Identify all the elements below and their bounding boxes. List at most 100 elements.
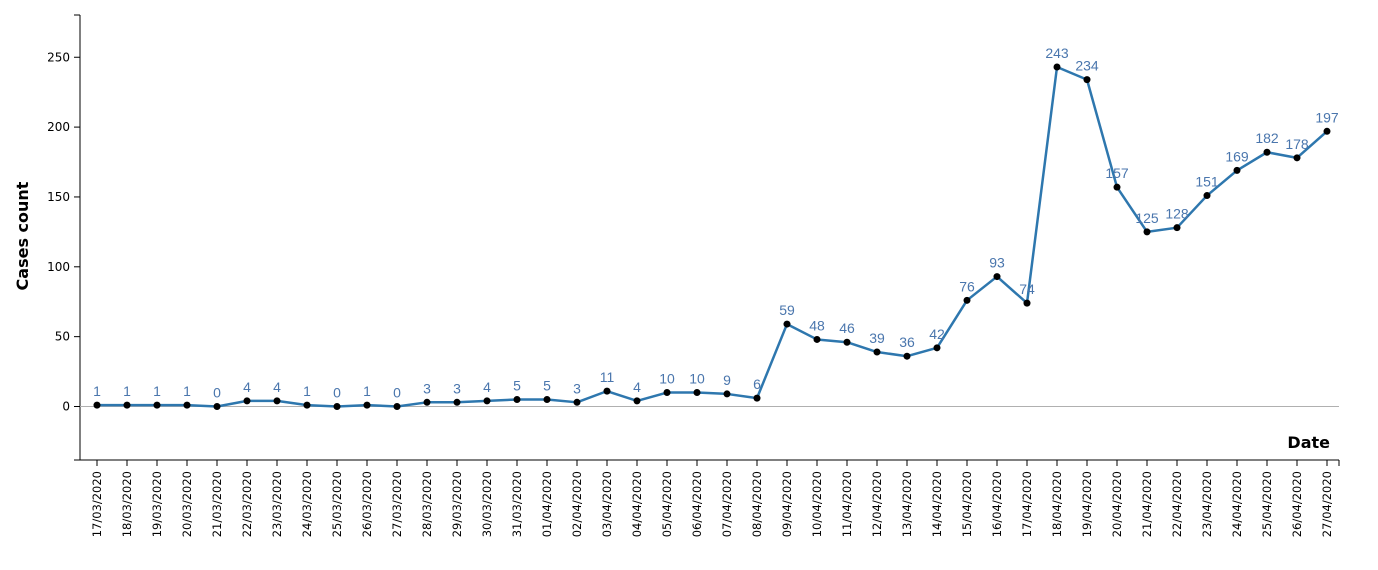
data-point <box>723 390 731 398</box>
data-point <box>783 320 791 328</box>
data-point <box>1293 154 1301 162</box>
x-tick-label: 11/04/2020 <box>840 471 854 537</box>
data-label: 128 <box>1165 206 1189 222</box>
x-tick-label: 12/04/2020 <box>870 471 884 537</box>
data-label: 74 <box>1019 281 1035 297</box>
data-label: 234 <box>1075 58 1099 74</box>
x-tick-label: 21/03/2020 <box>210 471 224 537</box>
y-tick-label: 250 <box>47 50 70 64</box>
data-point <box>1323 127 1331 135</box>
y-axis: 0 50 100 150 200 250 <box>47 14 81 461</box>
data-point <box>753 394 761 402</box>
x-tick-label: 15/04/2020 <box>960 471 974 537</box>
data-point <box>153 401 161 409</box>
data-point <box>1263 148 1271 156</box>
data-label: 197 <box>1315 109 1339 125</box>
data-label: 151 <box>1195 174 1219 190</box>
x-tick-label: 19/03/2020 <box>150 471 164 537</box>
data-point <box>453 398 461 406</box>
y-axis-title: Cases count <box>13 181 32 290</box>
x-tick-label: 17/03/2020 <box>90 471 104 537</box>
x-tick-label: 05/04/2020 <box>660 471 674 537</box>
x-tick-label: 21/04/2020 <box>1140 471 1154 537</box>
data-point <box>993 273 1001 281</box>
x-tick-label: 06/04/2020 <box>690 471 704 537</box>
data-point <box>633 397 641 405</box>
data-label: 1 <box>153 383 161 399</box>
data-label: 93 <box>989 255 1005 271</box>
data-label: 125 <box>1135 210 1159 226</box>
y-tick-label: 0 <box>62 400 70 414</box>
data-label: 11 <box>600 369 615 385</box>
data-label: 59 <box>779 302 795 318</box>
data-point <box>543 396 551 404</box>
data-label: 182 <box>1255 130 1279 146</box>
data-point <box>123 401 131 409</box>
x-tick-label: 16/04/2020 <box>990 471 1004 537</box>
data-label: 39 <box>869 330 885 346</box>
data-label: 1 <box>183 383 191 399</box>
data-label: 6 <box>753 376 761 392</box>
x-tick-label: 09/04/2020 <box>780 471 794 537</box>
x-tick-label: 28/03/2020 <box>420 471 434 537</box>
data-point <box>663 389 671 397</box>
data-point <box>1203 192 1211 200</box>
data-label: 178 <box>1285 136 1309 152</box>
x-tick-label: 30/03/2020 <box>480 471 494 537</box>
data-point <box>93 401 101 409</box>
data-point <box>843 338 851 346</box>
data-label: 0 <box>213 385 221 401</box>
x-tick-label: 18/04/2020 <box>1050 471 1064 537</box>
x-tick-label: 24/04/2020 <box>1230 471 1244 537</box>
x-tick-label: 22/03/2020 <box>240 471 254 537</box>
x-tick-label: 26/04/2020 <box>1290 471 1304 537</box>
data-label: 42 <box>929 326 945 342</box>
data-point <box>243 397 251 405</box>
x-tick-label: 24/03/2020 <box>300 471 314 537</box>
data-point <box>603 387 611 395</box>
data-point <box>183 401 191 409</box>
data-point <box>573 398 581 406</box>
x-tick-label: 23/03/2020 <box>270 471 284 537</box>
data-label: 0 <box>333 385 341 401</box>
x-tick-label: 14/04/2020 <box>930 471 944 537</box>
data-point <box>513 396 521 404</box>
x-tick-label: 04/04/2020 <box>630 471 644 537</box>
data-label: 46 <box>839 320 855 336</box>
data-label: 4 <box>243 379 251 395</box>
x-tick-label: 25/03/2020 <box>330 471 344 537</box>
x-tick-label: 07/04/2020 <box>720 471 734 537</box>
data-point <box>963 296 971 304</box>
data-label: 1 <box>363 383 371 399</box>
x-axis-title: Date <box>1287 433 1330 452</box>
data-point <box>1083 76 1091 84</box>
data-label: 3 <box>423 380 431 396</box>
data-point <box>1233 166 1241 174</box>
data-point <box>873 348 881 356</box>
data-label: 5 <box>543 378 551 394</box>
x-tick-label: 20/04/2020 <box>1110 471 1124 537</box>
y-tick-label: 100 <box>47 260 70 274</box>
points-layer <box>93 63 1331 410</box>
y-tick-label: 200 <box>47 120 70 134</box>
x-tick-label: 23/04/2020 <box>1200 471 1214 537</box>
y-tick-label: 150 <box>47 190 70 204</box>
data-point <box>1023 299 1031 307</box>
data-label: 36 <box>899 334 915 350</box>
data-point <box>903 352 911 360</box>
data-label: 9 <box>723 372 731 388</box>
x-tick-label: 17/04/2020 <box>1020 471 1034 537</box>
y-tick-label: 50 <box>55 330 70 344</box>
x-tick-label: 27/04/2020 <box>1320 471 1334 537</box>
data-point <box>933 344 941 352</box>
x-tick-label: 31/03/2020 <box>510 471 524 537</box>
data-point <box>303 401 311 409</box>
x-tick-label: 22/04/2020 <box>1170 471 1184 537</box>
x-tick-label: 08/04/2020 <box>750 471 764 537</box>
data-point <box>813 335 821 343</box>
data-label: 169 <box>1225 148 1249 164</box>
data-point <box>393 403 401 410</box>
x-tick-label: 10/04/2020 <box>810 471 824 537</box>
x-tick-label: 26/03/2020 <box>360 471 374 537</box>
